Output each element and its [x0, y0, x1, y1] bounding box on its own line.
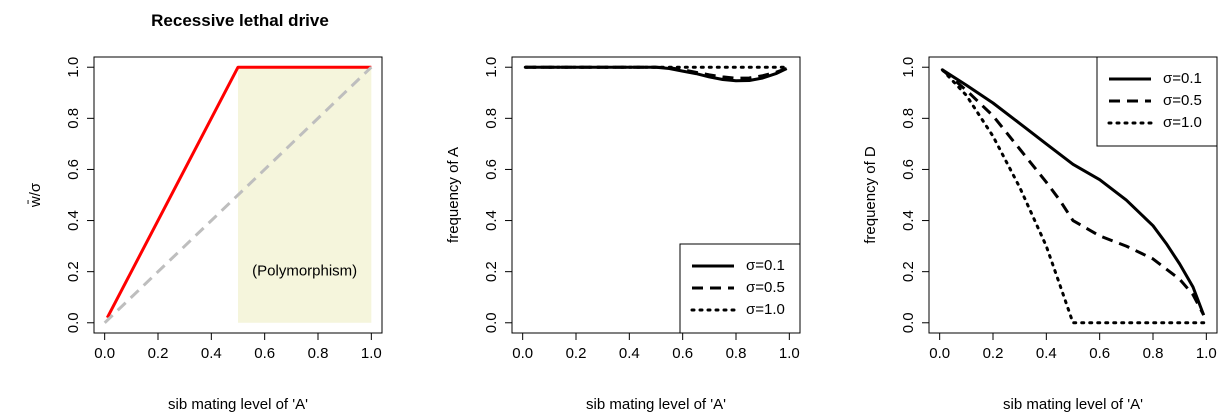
series-line-05: [525, 65, 788, 80]
y-axis-label: frequency of A: [445, 147, 462, 243]
y-tick-label: 0.0: [900, 312, 917, 333]
x-tick-label: 0.4: [619, 345, 640, 362]
y-tick-label: 0.2: [900, 261, 917, 282]
x-tick-label: 0.8: [308, 345, 329, 362]
y-tick-label: 0.6: [900, 159, 917, 180]
legend-label: σ=0.1: [746, 257, 785, 274]
plot-frame: [511, 56, 801, 334]
y-tick-label: 1.0: [483, 57, 500, 78]
x-tick-label: 0.0: [929, 345, 950, 362]
x-tick-label: 0.2: [566, 345, 587, 362]
x-tick-label: 0.6: [254, 345, 275, 362]
y-tick-label: 0.0: [65, 312, 82, 333]
x-tick-label: 0.6: [672, 345, 693, 362]
series-line-dashed-1: [103, 66, 373, 324]
x-tick-label: 1.0: [1196, 345, 1217, 362]
plot-frame: [93, 56, 383, 334]
polymorphism-label: (Polymorphism): [252, 263, 357, 280]
x-tick-label: 0.4: [201, 345, 222, 362]
x-tick-label: 1.0: [361, 345, 382, 362]
legend-label: σ=0.5: [1163, 92, 1202, 109]
series-line-05: [941, 68, 1206, 316]
y-tick-label: 0.6: [483, 159, 500, 180]
polymorphism-region: [238, 67, 372, 323]
x-tick-label: 0.6: [1089, 345, 1110, 362]
series-line-10: [940, 68, 1206, 325]
y-tick-label: 1.0: [65, 57, 82, 78]
panel-recessive-lethal-drive: (Polymorphism) 0.0 0.2 0.4 0.6 0.8 1.0 0.0 0.2 0.…: [27, 11, 383, 413]
series-line-solid-0: [105, 65, 372, 319]
x-tick-label: 0.0: [512, 345, 533, 362]
x-tick-label: 0.8: [726, 345, 747, 362]
x-tick-label: 0.4: [1036, 345, 1057, 362]
x-tick-label: 0.2: [148, 345, 169, 362]
y-tick-label: 0.8: [900, 108, 917, 129]
y-tick-label: 0.6: [65, 159, 82, 180]
y-tick-label: 0.2: [65, 261, 82, 282]
plot-frame: [928, 56, 1218, 334]
chart-title: Recessive lethal drive: [151, 11, 329, 30]
x-tick-label: 1.0: [779, 345, 800, 362]
y-tick-label: 0.4: [483, 210, 500, 231]
legend-label: σ=1.0: [1163, 114, 1202, 131]
y-tick-label: 0.4: [65, 210, 82, 231]
y-tick-label: 0.8: [65, 108, 82, 129]
legend-label: σ=1.0: [746, 301, 785, 318]
y-tick-label: 0.8: [483, 108, 500, 129]
x-axis-label: sib mating level of 'A': [1003, 396, 1143, 413]
x-tick-label: 0.8: [1143, 345, 1164, 362]
legend-label: σ=0.5: [746, 279, 785, 296]
x-tick-label: 0.2: [983, 345, 1004, 362]
x-tick-label: 0.0: [94, 345, 115, 362]
series-line-01: [941, 68, 1206, 316]
legend-label: σ=0.1: [1163, 70, 1202, 87]
y-axis-label: frequency of D: [862, 146, 879, 244]
x-axis-label: sib mating level of 'A': [586, 396, 726, 413]
panel-frequency-of-a: 0.0 0.2 0.4 0.6 0.8 1.0 0.0 0.2 0.4 0.6 0.8 1.0 sib …: [445, 56, 801, 413]
y-tick-label: 0.0: [483, 312, 500, 333]
y-axis-label: w̄/σ: [27, 182, 44, 208]
x-axis-label: sib mating level of 'A': [168, 396, 308, 413]
y-tick-label: 0.2: [483, 261, 500, 282]
panel-frequency-of-d: 0.0 0.2 0.4 0.6 0.8 1.0 0.0 0.2 0.4 0.6 0.8 1.0 sib …: [862, 56, 1218, 413]
y-tick-label: 1.0: [900, 57, 917, 78]
y-tick-label: 0.4: [900, 210, 917, 231]
